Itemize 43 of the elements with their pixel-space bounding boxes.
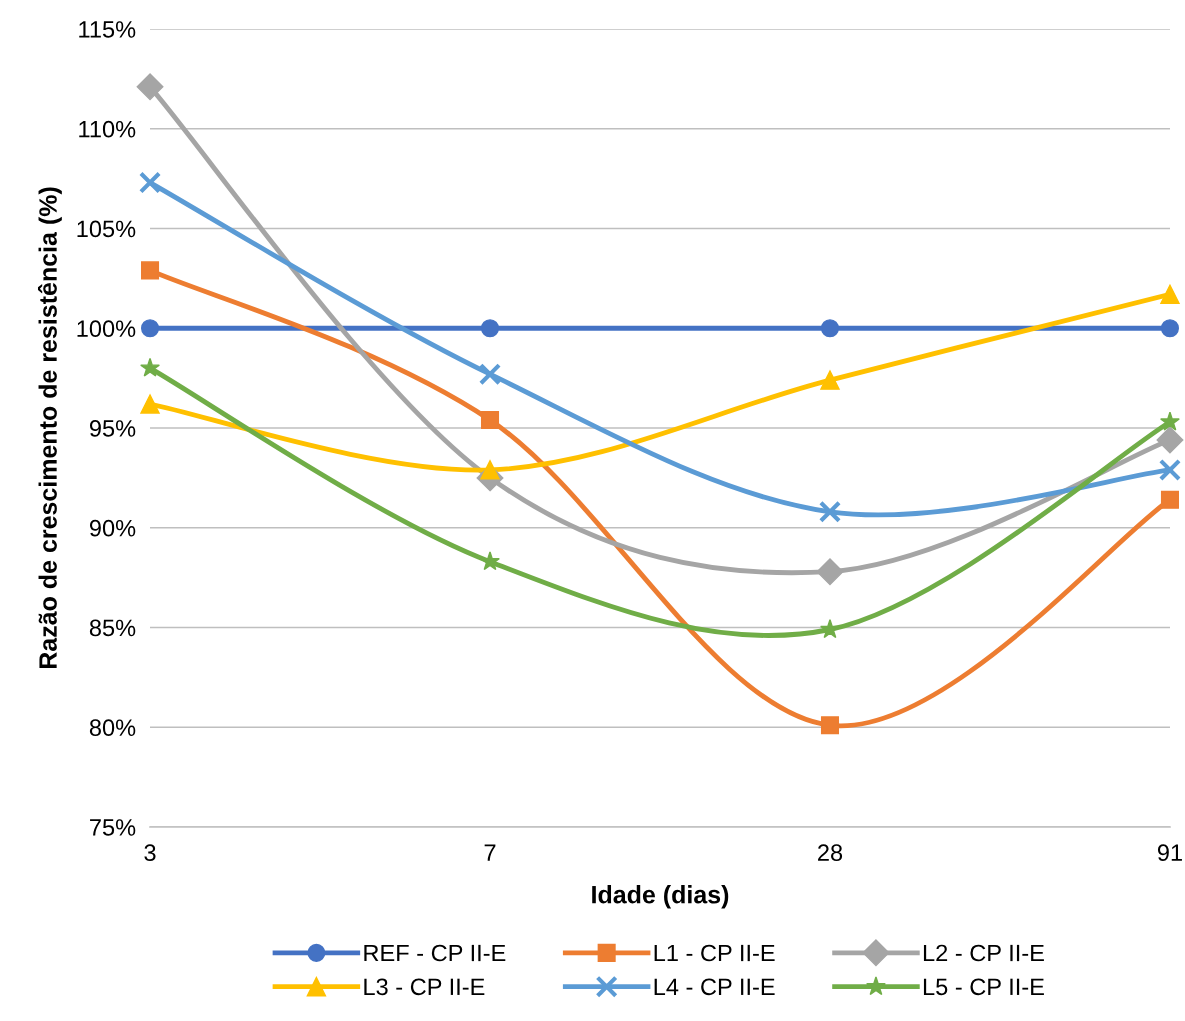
legend-label: L5 - CP II-E — [923, 978, 1044, 996]
point — [1160, 284, 1180, 305]
point — [478, 363, 502, 386]
point — [480, 319, 500, 338]
point — [140, 357, 160, 377]
point — [1160, 490, 1179, 509]
point — [141, 261, 160, 280]
y-tick-label: 95% — [89, 420, 136, 437]
point — [140, 394, 160, 414]
point — [820, 319, 840, 338]
point — [820, 619, 840, 639]
point — [138, 171, 162, 194]
legend-label: L4 - CP II-E — [654, 978, 775, 996]
point — [816, 558, 844, 586]
point — [1156, 426, 1184, 454]
point — [1158, 458, 1182, 482]
point — [480, 410, 500, 430]
legend-label: REF - CP II-E — [364, 944, 506, 962]
y-tick-label: 75% — [90, 819, 136, 836]
y-tick-label: 100% — [77, 320, 136, 338]
point — [818, 500, 842, 523]
point — [1160, 319, 1179, 338]
point — [820, 370, 840, 390]
point — [480, 551, 500, 571]
point — [1160, 411, 1180, 431]
point — [136, 73, 164, 101]
y-tick-label: 110% — [79, 120, 136, 138]
legend-label: L3 - CP II-E — [364, 978, 485, 996]
x-tick-label: 7 — [484, 844, 496, 861]
point — [141, 319, 160, 338]
y-tick-label: 85% — [89, 619, 136, 637]
point — [820, 716, 840, 735]
x-tick-label: 28 — [818, 844, 843, 862]
x-tick-label: 91 — [1157, 844, 1182, 862]
y-tick-label: 90% — [89, 519, 136, 537]
y-tick-label: 115% — [79, 21, 136, 38]
y-tick-label: 105% — [77, 220, 136, 238]
x-tick-label: 3 — [144, 844, 156, 862]
x-axis-title: Idade (dias) — [592, 885, 729, 909]
legend-label: L2 - CP II-E — [923, 944, 1044, 962]
y-tick-label: 80% — [89, 719, 136, 737]
legend-label: L1 - CP II-E — [654, 944, 775, 962]
y-axis-title: Razão de crescimento de resistência (%) — [37, 187, 62, 669]
